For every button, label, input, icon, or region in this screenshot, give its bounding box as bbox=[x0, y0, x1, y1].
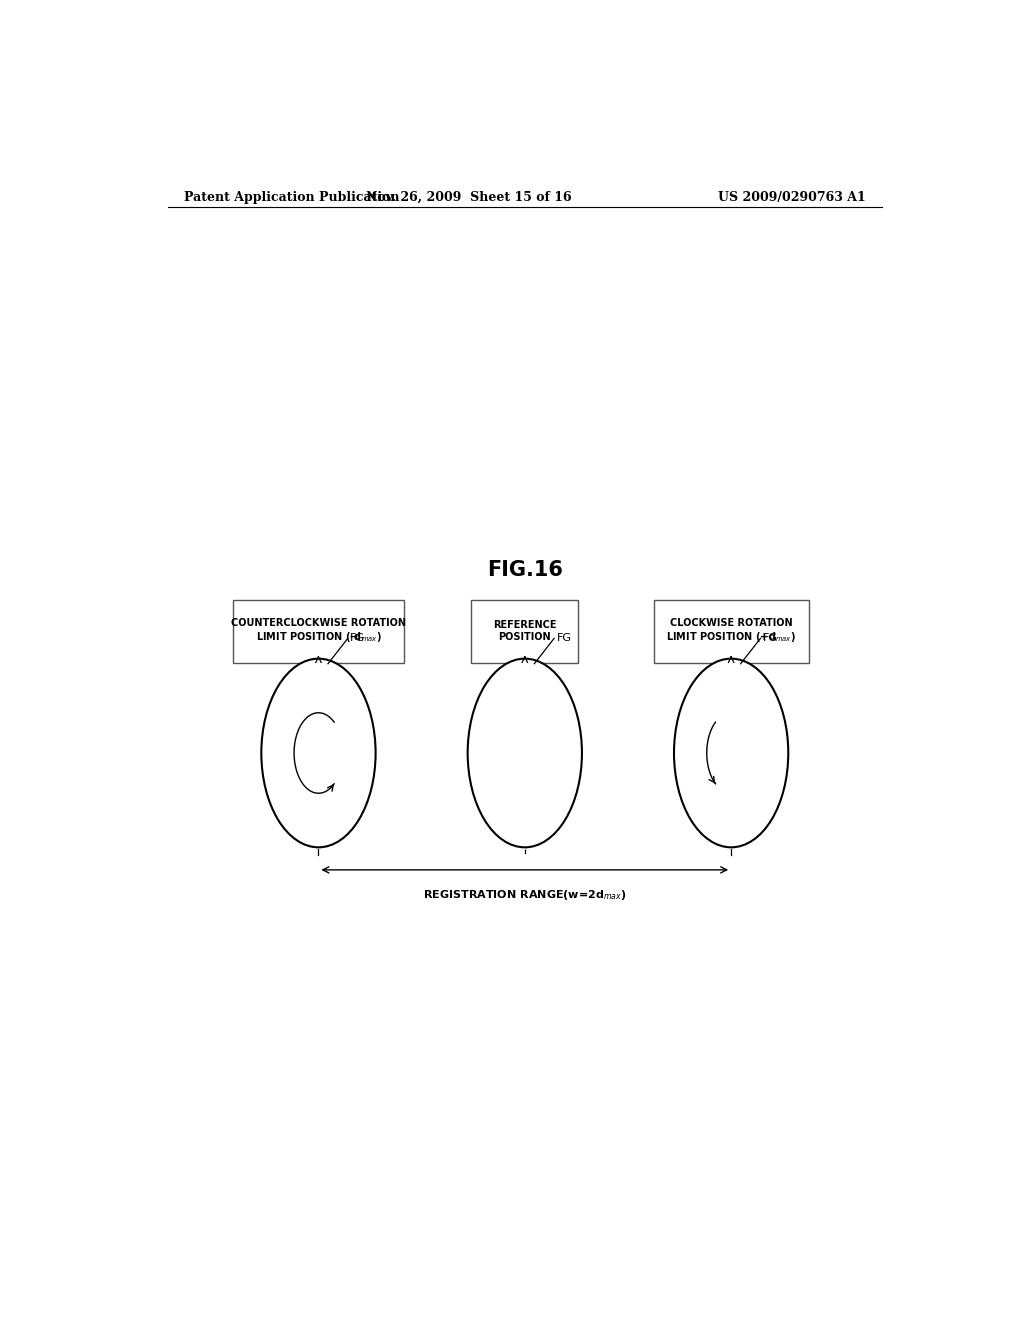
Text: FIG.16: FIG.16 bbox=[486, 560, 563, 579]
Text: Patent Application Publication: Patent Application Publication bbox=[183, 190, 399, 203]
Ellipse shape bbox=[674, 659, 788, 847]
FancyBboxPatch shape bbox=[233, 599, 403, 663]
FancyBboxPatch shape bbox=[471, 599, 579, 663]
Ellipse shape bbox=[261, 659, 376, 847]
Ellipse shape bbox=[468, 659, 582, 847]
Text: COUNTERCLOCKWISE ROTATION
LIMIT POSITION (-d$_{max}$): COUNTERCLOCKWISE ROTATION LIMIT POSITION… bbox=[231, 618, 406, 644]
Text: FG: FG bbox=[557, 634, 571, 643]
FancyBboxPatch shape bbox=[653, 599, 809, 663]
Text: FG: FG bbox=[763, 634, 778, 643]
Text: FG: FG bbox=[350, 634, 366, 643]
Text: REFERENCE
POSITION: REFERENCE POSITION bbox=[493, 620, 557, 642]
Text: REGISTRATION RANGE(w=2d$_{max}$): REGISTRATION RANGE(w=2d$_{max}$) bbox=[423, 888, 627, 902]
Text: Nov. 26, 2009  Sheet 15 of 16: Nov. 26, 2009 Sheet 15 of 16 bbox=[367, 190, 572, 203]
Text: CLOCKWISE ROTATION
LIMIT POSITION (+d$_{max}$): CLOCKWISE ROTATION LIMIT POSITION (+d$_{… bbox=[667, 618, 796, 644]
Text: US 2009/0290763 A1: US 2009/0290763 A1 bbox=[718, 190, 866, 203]
